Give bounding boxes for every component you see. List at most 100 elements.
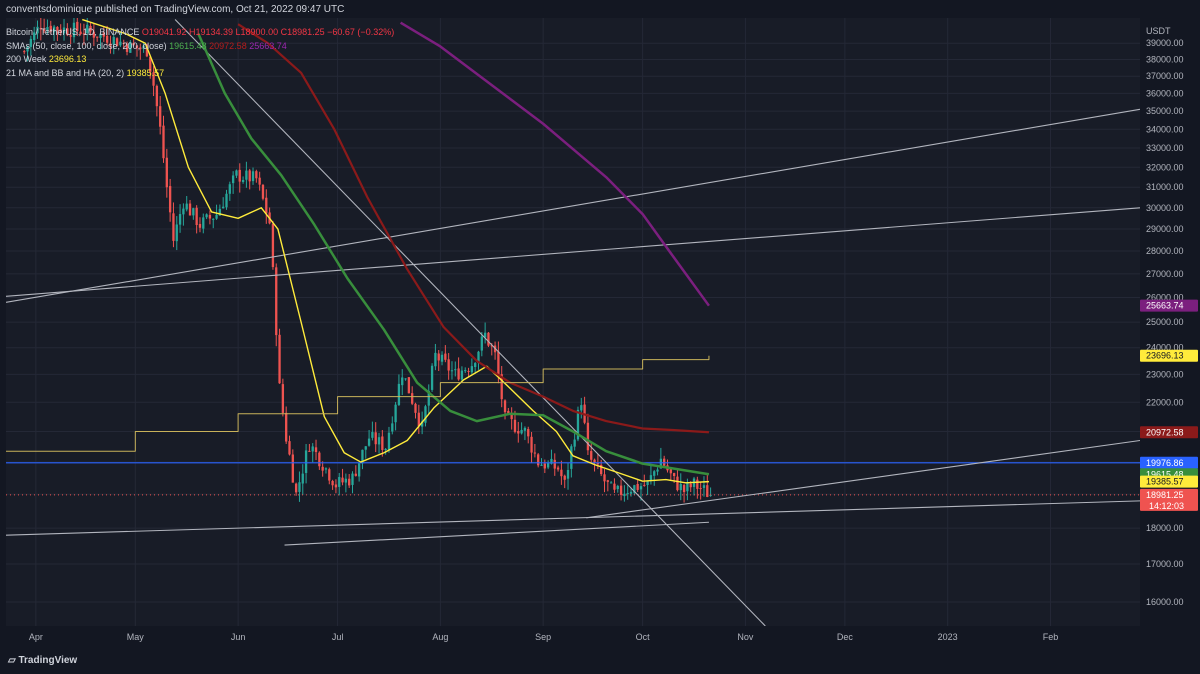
price-label-text: 19976.86 <box>1146 458 1184 468</box>
candle-body <box>653 471 656 476</box>
candle-body <box>600 464 603 475</box>
legend-21ma-value: 19385.57 <box>126 67 165 78</box>
candle-body <box>168 186 172 213</box>
candle-body <box>364 446 367 450</box>
price-label-bg <box>1140 456 1198 469</box>
tradingview-logo-icon: ▱ <box>8 655 16 666</box>
price-label-text: 19615.48 <box>1146 469 1184 479</box>
candle-body <box>79 31 82 34</box>
legend-200week-value: 23696.13 <box>48 54 87 64</box>
candle-body <box>142 45 145 49</box>
chart-pane[interactable] <box>6 18 1140 626</box>
candle-body <box>338 477 341 487</box>
trendline <box>6 500 1140 536</box>
candle-body <box>646 481 649 485</box>
time-tick-label: Sep <box>535 632 551 642</box>
candle-body <box>596 462 600 465</box>
candle-body <box>603 474 606 482</box>
publish-line: conventsdominique published on TradingVi… <box>6 4 345 15</box>
candle-body <box>92 31 96 38</box>
candle-body <box>192 208 195 216</box>
candle-body <box>354 473 357 476</box>
trendline <box>6 207 1140 297</box>
candle-body <box>430 365 434 390</box>
candle-body <box>706 485 709 497</box>
candle-body <box>348 478 351 486</box>
candle-body <box>29 38 33 47</box>
candle-body <box>52 26 56 33</box>
candle-body <box>258 177 261 185</box>
tradingview-logo-text: TradingView <box>18 655 78 666</box>
price-tick-label: 18000.00 <box>1146 523 1184 533</box>
candle-body <box>278 334 281 384</box>
candle-body <box>480 336 483 351</box>
candle-body <box>251 171 255 182</box>
legend-low: L18900.00 <box>235 27 279 37</box>
legend-close: C18981.25 <box>280 27 325 37</box>
price-axis[interactable]: USDT 16000.0017000.0018000.0019000.00200… <box>1140 18 1200 626</box>
legend-21ma-label: 21 MA and BB and HA (20, 2) <box>6 67 125 78</box>
candle-body <box>271 223 275 268</box>
candle-body <box>374 432 377 445</box>
candle-body <box>633 485 636 493</box>
candle-body <box>102 32 105 37</box>
candle-body <box>556 467 560 470</box>
time-tick-label: May <box>127 632 145 642</box>
candle-body <box>550 458 553 464</box>
price-tick-label: 24000.00 <box>1146 343 1184 353</box>
price-label-bg <box>1140 349 1198 362</box>
footer: ▱ TradingView <box>0 648 1200 674</box>
candle-body <box>301 473 304 484</box>
candle-body <box>474 363 477 367</box>
candle-body <box>334 484 338 488</box>
candle-body <box>288 441 291 455</box>
candle-body <box>616 485 619 490</box>
candle-body <box>23 51 26 53</box>
candle-body <box>212 218 215 220</box>
legend-200week-row[interactable]: 200 Week 23696.13 <box>6 53 394 67</box>
candle-body <box>573 439 576 447</box>
candle-body <box>129 41 132 53</box>
candle-body <box>460 370 464 380</box>
candle-body <box>580 405 583 411</box>
candle-body <box>394 404 397 423</box>
price-axis-unit: USDT <box>1146 26 1171 36</box>
candle-body <box>682 485 686 493</box>
candle-body <box>132 42 135 46</box>
candle-body <box>281 384 285 413</box>
time-tick-label: Aug <box>432 632 448 642</box>
legend-sma-row[interactable]: SMAs (50, close, 100, close, 200, close)… <box>6 40 394 54</box>
candle-body <box>62 27 66 34</box>
candle-body <box>159 106 162 127</box>
price-label-text: 23696.13 <box>1146 351 1184 361</box>
candle-body <box>387 432 391 451</box>
candle-body <box>89 25 92 32</box>
candle-body <box>457 368 460 380</box>
candle-body <box>285 412 288 442</box>
candle-body <box>155 85 159 107</box>
candle-body <box>205 214 208 218</box>
price-tick-label: 27000.00 <box>1146 269 1184 279</box>
legend-sma100: 20972.58 <box>209 40 247 51</box>
candle-body <box>464 370 467 372</box>
candle-body <box>470 366 474 373</box>
price-tick-label: 17000.00 <box>1146 559 1184 569</box>
candle-body <box>185 203 188 210</box>
legend-21ma-row[interactable]: 21 MA and BB and HA (20, 2) 19385.57 <box>6 67 394 81</box>
candle-body <box>517 431 520 434</box>
candle-body <box>450 370 454 372</box>
candle-body <box>546 462 550 468</box>
candle-body <box>636 484 639 490</box>
candle-body <box>467 370 470 372</box>
time-tick-label: Jun <box>231 632 246 642</box>
time-tick-label: Dec <box>837 632 854 642</box>
legend-symbol[interactable]: Bitcoin / TetherUS, 1D, BINANCE <box>6 27 140 37</box>
candle-body <box>195 207 198 225</box>
price-label-bg <box>1140 299 1198 312</box>
candle-body <box>686 482 689 492</box>
candle-body <box>361 449 364 464</box>
candle-body <box>656 469 659 472</box>
time-axis[interactable]: Apr May Jun Jul Aug Sep Oct Nov Dec 2023 Feb <box>0 626 1140 648</box>
candle-body <box>553 459 556 469</box>
trendline <box>586 439 1140 519</box>
